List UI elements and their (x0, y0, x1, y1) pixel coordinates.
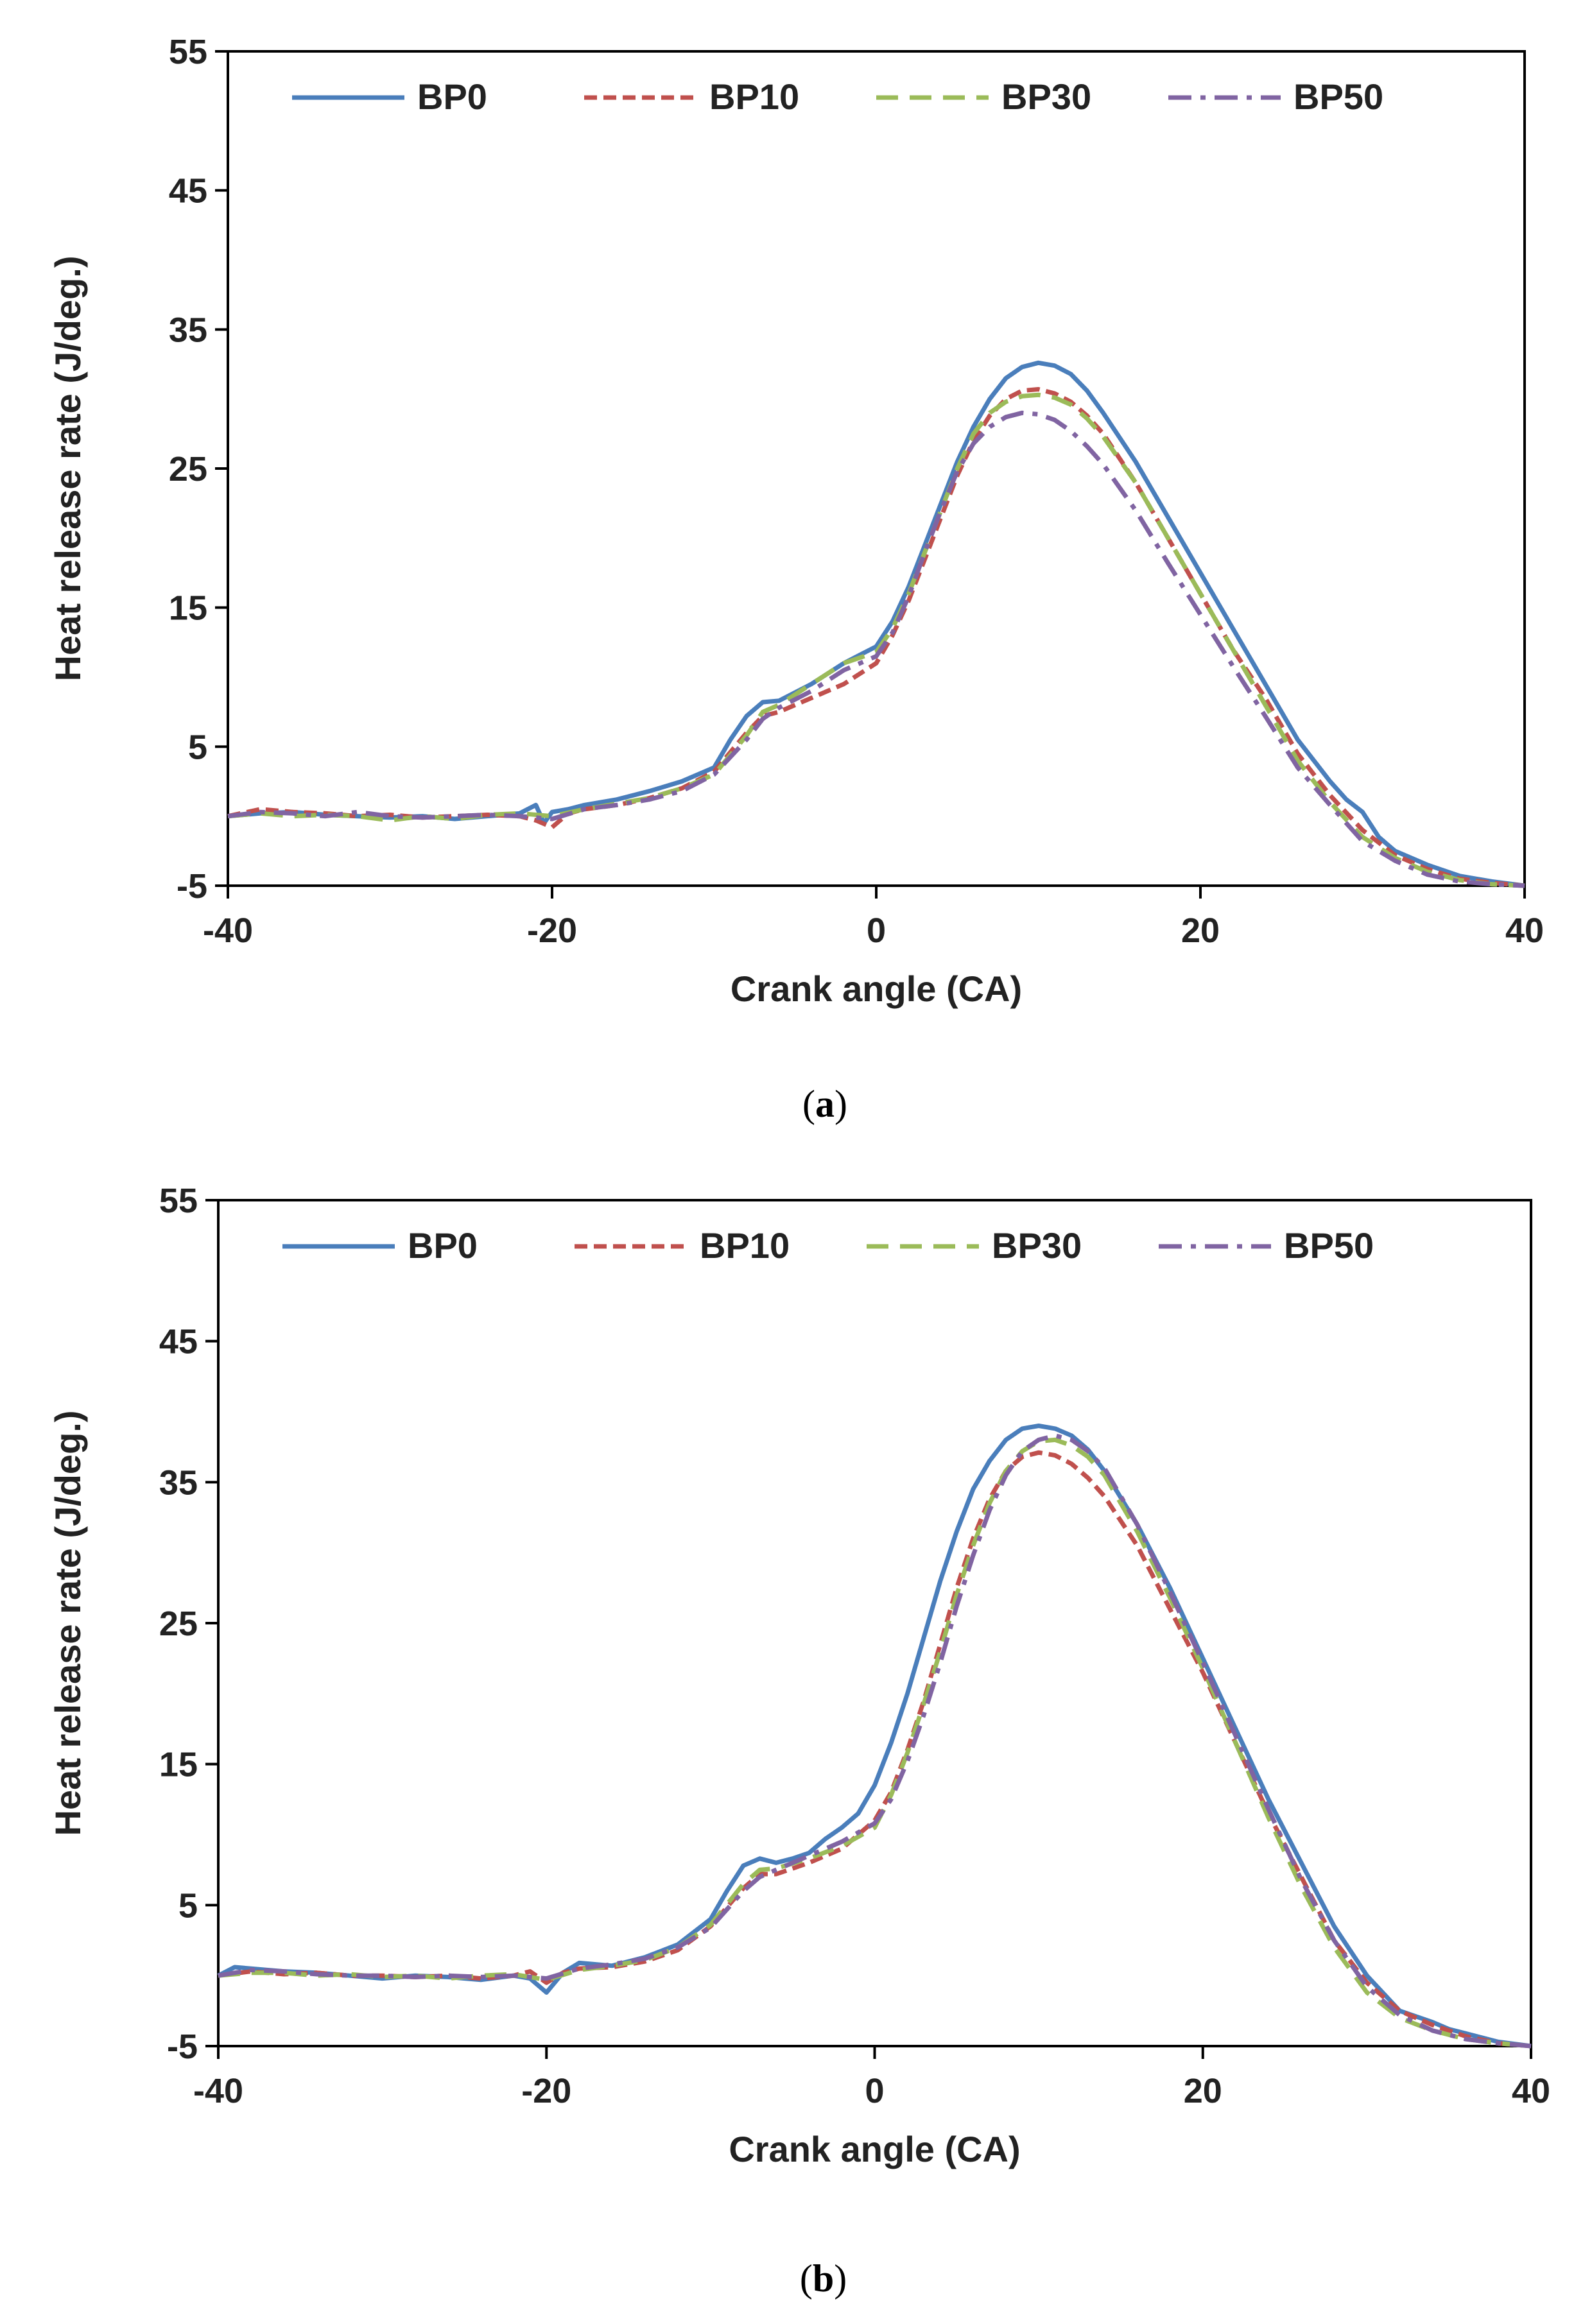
x-tick-label: 0 (865, 2072, 884, 2110)
legend-label-bp50: BP50 (1294, 76, 1383, 117)
x-tick-label: 20 (1184, 2072, 1222, 2110)
panel-caption-letter: a (815, 1083, 835, 1125)
plot-frame (227, 50, 1526, 887)
x-tick-label: -20 (521, 2072, 571, 2110)
series-line-bp30 (227, 392, 1525, 888)
series-line-bp10 (218, 1450, 1532, 2049)
y-tick-label: 35 (159, 1463, 198, 1502)
chart-panel-a: -5 5 15 25 35 45 55 -40 -20 0 20 40 Crank angle (CA)… (48, 33, 1544, 1125)
series-line-bp0 (227, 360, 1525, 888)
y-tick-label: 5 (178, 1886, 198, 1925)
x-tick-label: -40 (203, 911, 253, 950)
y-tick-label: 55 (159, 1182, 198, 1220)
x-tick-label: -20 (527, 911, 577, 950)
legend-label-bp0: BP0 (408, 1225, 478, 1266)
legend-label-bp0: BP0 (417, 76, 487, 117)
x-tick-label: 40 (1505, 911, 1544, 950)
y-axis-label: Heat release rate (J/deg.) (48, 1411, 88, 1836)
y-tick-label: 5 (188, 728, 207, 766)
y-tick-label: 25 (159, 1605, 198, 1643)
x-tick-label: -40 (193, 2072, 243, 2110)
series-line-bp30 (218, 1437, 1532, 2049)
plot-frame (217, 1199, 1532, 2047)
y-tick-label: 45 (159, 1323, 198, 1361)
series-line-bp0 (217, 1424, 1532, 2049)
legend-label-bp10: BP10 (700, 1225, 790, 1266)
x-axis-label: Crank angle (CA) (729, 2129, 1020, 2169)
legend-label-bp30: BP30 (1001, 76, 1091, 117)
series-line-bp10 (227, 387, 1525, 888)
x-axis-label: Crank angle (CA) (731, 968, 1022, 1009)
y-tick-label: 15 (159, 1746, 198, 1784)
x-tick-label: 40 (1512, 2072, 1550, 2110)
legend-label-bp10: BP10 (709, 76, 799, 117)
panel-caption-letter: b (813, 2257, 834, 2300)
y-tick-label: 15 (169, 589, 207, 628)
y-tick-label: 25 (169, 450, 207, 488)
x-tick-label: 0 (867, 911, 886, 950)
y-tick-label: 35 (169, 311, 207, 349)
panel-caption: (a) (802, 1083, 847, 1125)
legend-label-bp50: BP50 (1284, 1225, 1374, 1266)
x-tick-label: 20 (1181, 911, 1220, 950)
panel-caption: (b) (800, 2257, 847, 2300)
y-axis-label: Heat release rate (J/deg.) (48, 256, 88, 682)
y-tick-label: 55 (169, 33, 207, 71)
y-tick-label: -5 (167, 2027, 198, 2066)
chart-panel-b: -5 5 15 25 35 45 55 -40 -20 0 20 40 Crank angle (CA)… (48, 1182, 1550, 2300)
series-line-bp50 (227, 410, 1525, 888)
y-tick-label: 45 (169, 172, 207, 211)
legend-label-bp30: BP30 (992, 1225, 1082, 1266)
y-tick-label: -5 (177, 867, 207, 906)
series-line-bp50 (218, 1433, 1532, 2049)
